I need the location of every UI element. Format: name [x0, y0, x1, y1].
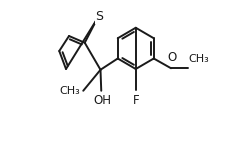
- Text: OH: OH: [93, 94, 111, 108]
- Text: CH₃: CH₃: [188, 54, 209, 64]
- Text: S: S: [95, 10, 103, 23]
- Text: CH₃: CH₃: [59, 87, 80, 96]
- Text: O: O: [167, 51, 176, 64]
- Text: F: F: [132, 94, 139, 107]
